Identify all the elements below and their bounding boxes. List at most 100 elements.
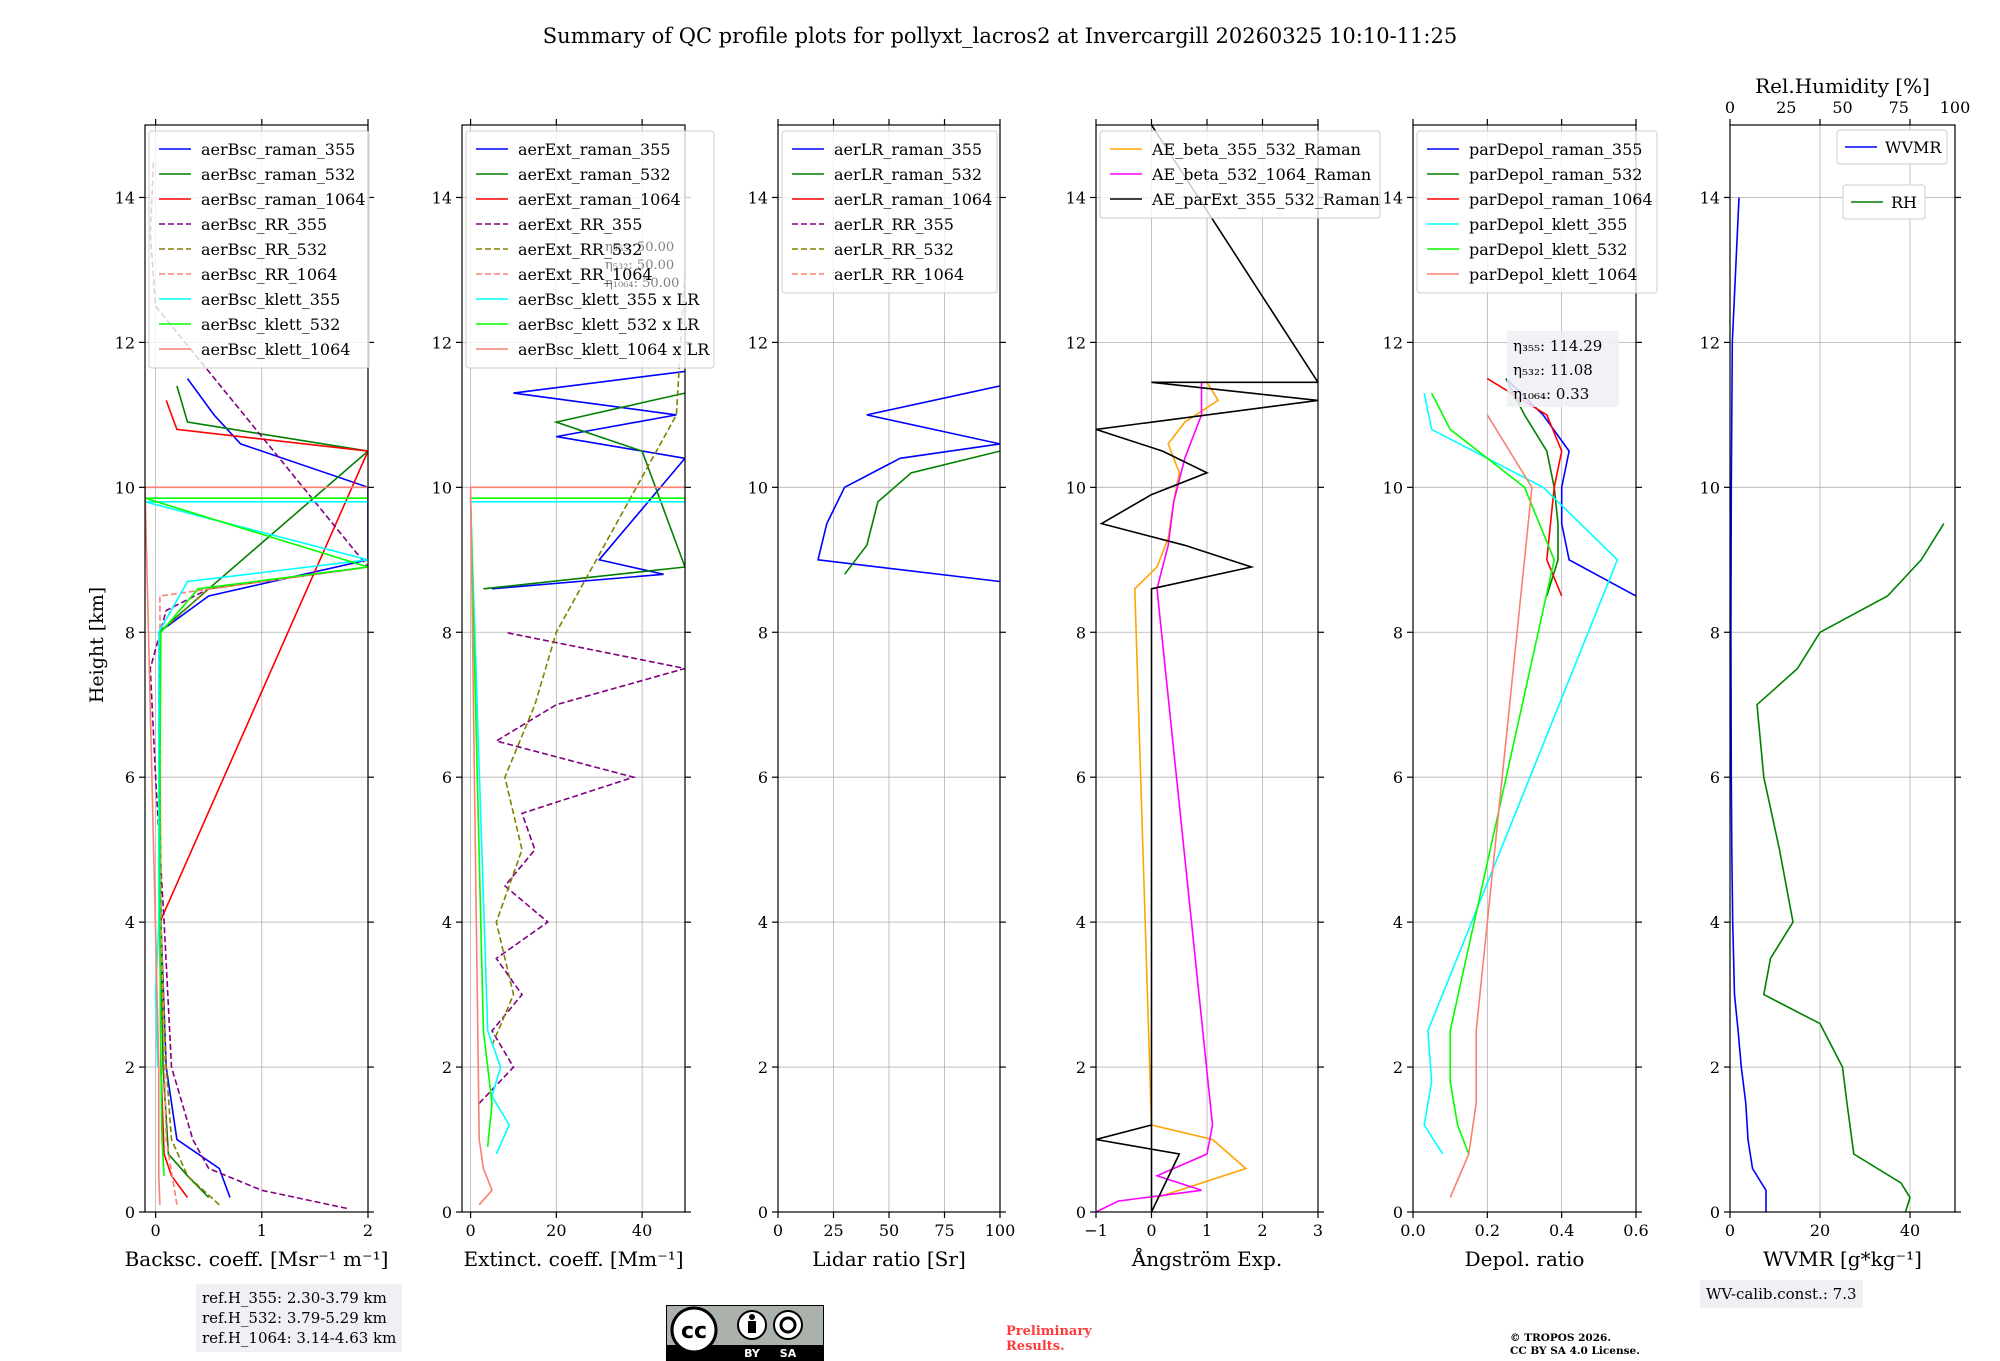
- series-line-ae-parext-355-532-raman: [1096, 125, 1318, 1212]
- annotation-frame: [1507, 331, 1619, 407]
- panel-extinction: 0 2 4 6 8 10 12 14 0 20 40 Extinct. coeff. [Mm⁻¹] ae…: [432, 119, 715, 1271]
- panel-depolarization: 0 2 4 6 8 10 12 14 0.0 0.2 0.4 0.6 Depol. ratio parDe…: [1383, 119, 1658, 1271]
- annotation-eta: η₅₃₂: 11.08: [1513, 361, 1593, 379]
- ref-height-532: ref.H_532: 3.79-5.29 km: [202, 1309, 387, 1327]
- y-tick-label: 10: [432, 478, 452, 497]
- legend-label: aerLR_raman_532: [834, 165, 982, 184]
- legend: WVMR RH: [1836, 129, 1948, 220]
- legend-label: AE_beta_532_1064_Raman: [1151, 165, 1371, 184]
- figure-title: Summary of QC profile plots for pollyxt_…: [543, 24, 1457, 48]
- y-tick-label: 6: [1710, 768, 1720, 787]
- legend-label: aerExt_RR_1064: [518, 265, 653, 284]
- x-tick-label: 0.4: [1549, 1221, 1574, 1240]
- series-group: [1730, 197, 1945, 1212]
- grid: [1095, 125, 1319, 1213]
- y-tick-label: 2: [1710, 1058, 1720, 1077]
- panel-lidar-ratio: 0 2 4 6 8 10 12 14 0 25 50 75 100 Lidar ratio [Sr] aer…: [748, 119, 1015, 1271]
- x-tick-label: 20: [1810, 1221, 1830, 1240]
- y-tick-label: 10: [1700, 478, 1720, 497]
- series-line-aerlr-raman-355: [817, 385, 1000, 583]
- y-tick-label: 14: [748, 188, 768, 207]
- y-tick-label: 2: [442, 1058, 452, 1077]
- ref-height-355: ref.H_355: 2.30-3.79 km: [202, 1289, 387, 1307]
- legend-label: parDepol_klett_355: [1469, 215, 1627, 234]
- y-tick-label: 10: [748, 478, 768, 497]
- annotation-box: η₃₅₅: 114.29 η₅₃₂: 11.08 η₁₀₆₄: 0.33: [1507, 331, 1619, 407]
- series-line-aerbsc-klett-532-x-lr: [469, 497, 685, 1147]
- legend-label: aerExt_raman_532: [518, 165, 671, 184]
- legend-frame: [1416, 130, 1658, 294]
- x-tick-label: 1: [257, 1221, 267, 1240]
- y-tick-label: 2: [1393, 1058, 1403, 1077]
- y-tick-label: 2: [1076, 1058, 1086, 1077]
- y-tick-label: 4: [125, 913, 135, 932]
- x-tick-label: 0: [151, 1221, 161, 1240]
- legend: parDepol_raman_355 parDepol_raman_532 parD…: [1416, 130, 1658, 294]
- legend-label: aerBsc_raman_1064: [201, 190, 366, 209]
- legend-label: aerBsc_klett_355 x LR: [518, 290, 700, 309]
- copyright-line-2: CC BY SA 4.0 License.: [1510, 1345, 1640, 1357]
- x-axis-label: WVMR [g*kg⁻¹]: [1763, 1247, 1922, 1271]
- series-line-ae-beta-532-1064-raman: [1096, 382, 1214, 1212]
- y-tick-label: 8: [758, 623, 768, 642]
- y-tick-label: 4: [1076, 913, 1086, 932]
- legend-label: aerExt_RR_355: [518, 215, 642, 234]
- y-tick-label: 4: [1393, 913, 1403, 932]
- y-tick-label: 8: [1076, 623, 1086, 642]
- y-tick-label: 14: [1700, 188, 1720, 207]
- y-tick-label: 4: [1710, 913, 1720, 932]
- y-tick-label: 12: [1383, 333, 1403, 352]
- y-axis-label: Height [km]: [86, 587, 108, 703]
- cc-symbol: cc: [681, 1319, 707, 1344]
- x-axis-label: Lidar ratio [Sr]: [812, 1247, 966, 1271]
- legend: aerExt_raman_355 aerExt_raman_532 aerExt_r…: [465, 130, 715, 369]
- legend-label: aerBsc_RR_1064: [201, 265, 337, 284]
- series-group: [1096, 125, 1318, 1212]
- annotation-eta: η₁₀₆₄: 0.33: [1513, 385, 1589, 403]
- y-tick-label: 14: [432, 188, 452, 207]
- x-tick-label: 75: [934, 1221, 954, 1240]
- y-tick-label: 6: [1393, 768, 1403, 787]
- x-tick-label: 40: [632, 1221, 652, 1240]
- x-axis-label: Backsc. coeff. [Msr⁻¹ m⁻¹]: [125, 1247, 389, 1271]
- reference-height-box: ref.H_355: 2.30-3.79 km ref.H_532: 3.79-…: [196, 1284, 403, 1352]
- x-tick-label: 25: [823, 1221, 843, 1240]
- y-tick-label: 6: [125, 768, 135, 787]
- preliminary-results-note: Preliminary Results.: [1006, 1324, 1092, 1354]
- legend-label: aerLR_RR_355: [834, 215, 954, 234]
- x-tick-label: 40: [1900, 1221, 1920, 1240]
- plot-frame: [144, 124, 369, 1213]
- legend-label: aerExt_raman_1064: [518, 190, 681, 209]
- cc-sa-label: SA: [780, 1347, 797, 1360]
- legend-frame: [781, 130, 998, 294]
- x-tick-label: 2: [363, 1221, 373, 1240]
- x-tick-label: 3: [1313, 1221, 1323, 1240]
- x2-tick-label: 100: [1940, 98, 1971, 117]
- series-line-aerext-rr-355: [478, 631, 685, 1104]
- y-tick-label: 8: [1710, 623, 1720, 642]
- copyright-note: © TROPOS 2026. CC BY SA 4.0 License.: [1510, 1332, 1640, 1358]
- legend-frame: [1099, 130, 1381, 219]
- series-group: [469, 161, 685, 1206]
- legend-label: AE_parExt_355_532_Raman: [1151, 190, 1380, 209]
- legend-label: aerBsc_klett_532: [201, 315, 340, 334]
- series-line-aerbsc-raman-532: [157, 385, 368, 1199]
- legend-label: aerBsc_RR_532: [201, 240, 327, 259]
- series-line-aerext-raman-355: [491, 370, 685, 590]
- legend-label: parDepol_raman_1064: [1469, 190, 1653, 209]
- y-tick-label: 12: [748, 333, 768, 352]
- legend-label: aerExt_RR_532: [518, 240, 642, 259]
- legend-label: aerLR_RR_1064: [834, 265, 964, 284]
- y-tick-label: 0: [1710, 1203, 1720, 1222]
- y-tick-label: 14: [1066, 188, 1086, 207]
- legend-label: aerBsc_raman_532: [201, 165, 355, 184]
- legend-label: aerBsc_raman_355: [201, 140, 355, 159]
- series-line-wvmr: [1730, 197, 1767, 1212]
- legend-label: aerBsc_RR_355: [201, 215, 327, 234]
- legend: aerLR_raman_355 aerLR_raman_532 aerLR_rama…: [781, 130, 998, 294]
- ref-height-1064: ref.H_1064: 3.14-4.63 km: [202, 1329, 397, 1347]
- legend: aerBsc_raman_355 aerBsc_raman_532 aerBsc_r…: [148, 130, 370, 369]
- sa-icon: [773, 1310, 803, 1340]
- preliminary-line-2: Results.: [1006, 1339, 1065, 1354]
